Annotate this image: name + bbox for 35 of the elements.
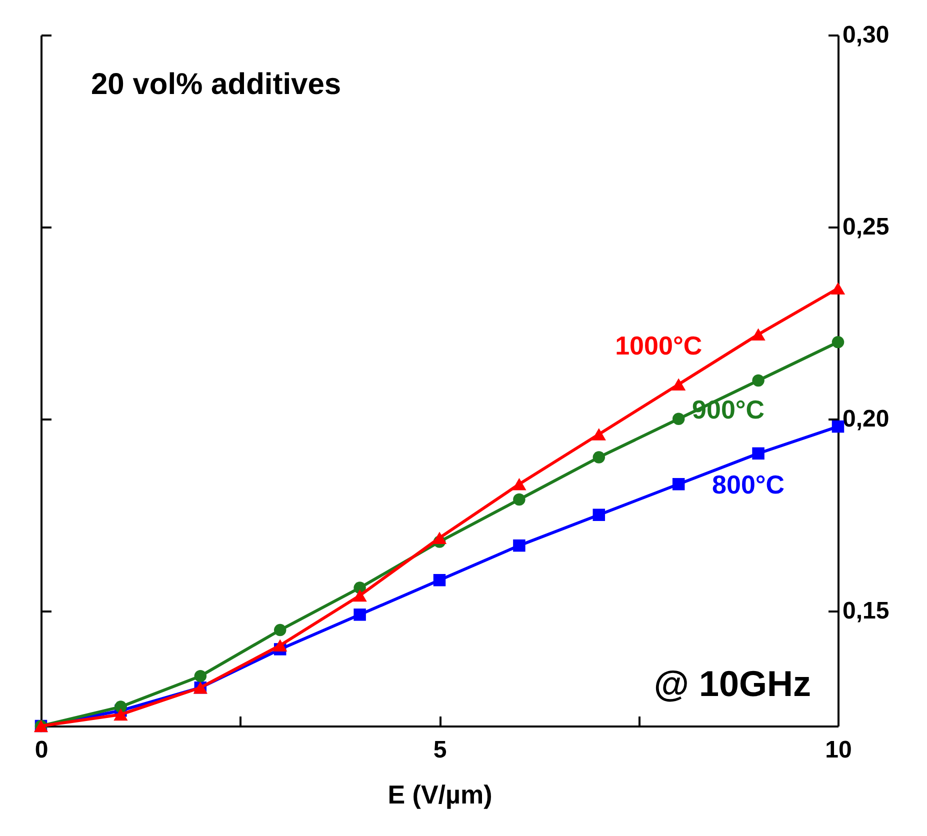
point xyxy=(672,412,685,425)
y-tick-label: 0,25 xyxy=(842,213,890,240)
point xyxy=(592,508,606,521)
point xyxy=(752,374,764,387)
point xyxy=(273,639,288,652)
point xyxy=(114,708,128,721)
point xyxy=(433,574,446,586)
annotation: 20 vol% additives xyxy=(91,68,342,101)
series-label: 800°C xyxy=(712,469,785,500)
point xyxy=(672,378,686,390)
point xyxy=(432,532,447,544)
point xyxy=(513,539,526,552)
x-tick-label: 5 xyxy=(433,736,447,764)
y-tick-label: 0,15 xyxy=(842,597,890,624)
point xyxy=(832,420,844,433)
point xyxy=(352,589,367,602)
point xyxy=(592,428,606,440)
point xyxy=(830,282,846,294)
series-label: 1000°C xyxy=(615,330,702,360)
point xyxy=(354,608,366,621)
point xyxy=(751,328,766,341)
point xyxy=(832,336,844,348)
x-tick-label: 10 xyxy=(825,736,852,764)
point xyxy=(194,670,207,682)
y-tick-label: 0,30 xyxy=(842,22,890,48)
annotation: @ 10GHz xyxy=(654,663,811,704)
point xyxy=(274,624,286,636)
x-tick-label: 0 xyxy=(34,736,48,764)
x-axis-title: E (V/µm) xyxy=(388,780,492,810)
y-tick-label: 0,20 xyxy=(842,405,890,432)
point xyxy=(512,478,526,490)
point xyxy=(752,447,764,460)
point xyxy=(513,493,526,506)
point xyxy=(672,478,685,490)
point xyxy=(592,451,606,464)
